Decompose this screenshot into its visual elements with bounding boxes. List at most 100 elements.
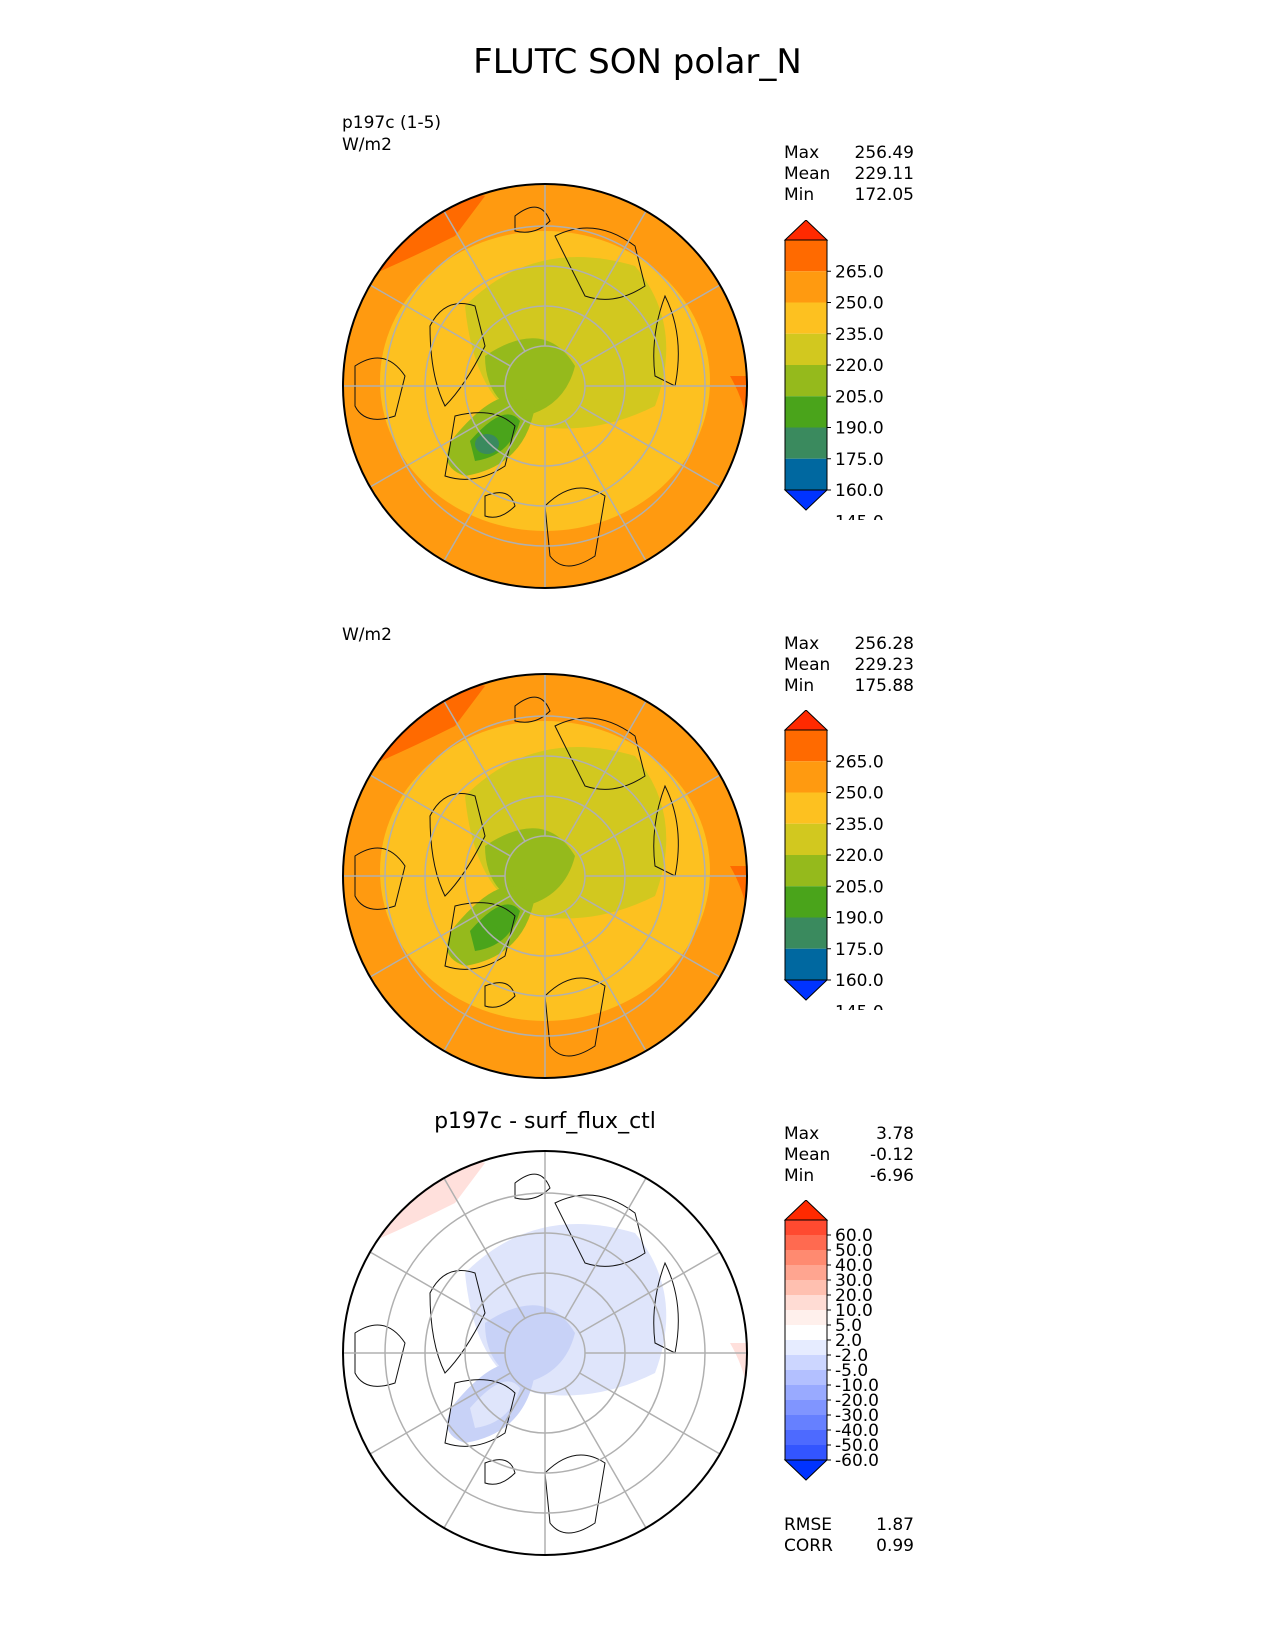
colorbar-extend-min: [783, 979, 829, 1001]
colorbar-tick-label: 10.0: [835, 1301, 873, 1321]
colorbar-tick-label: -50.0: [835, 1436, 879, 1456]
colorbar-tick-label: 30.0: [835, 1271, 873, 1291]
colorbar-segment: [785, 240, 827, 272]
coastline: [354, 357, 406, 420]
colorbar-segment: [785, 1415, 827, 1430]
meridian-line: [369, 895, 511, 978]
coastline: [444, 902, 516, 970]
colorbar-segment: [785, 823, 827, 855]
meridian-line: [443, 910, 526, 1052]
stat-label: Max: [784, 634, 820, 654]
meridian-line: [443, 1387, 526, 1529]
coastline: [429, 303, 486, 407]
colorbar-extend-min: [783, 1459, 829, 1481]
metric-label: CORR: [784, 1536, 833, 1556]
meridian-line: [443, 210, 526, 352]
colorbar-segment: [785, 302, 827, 334]
panel-2-colorbar: 265.0 250.0 235.0 220.0 205.0 190.0 175.0 160.0…: [783, 710, 884, 1010]
meridian-line: [579, 284, 721, 367]
panel-2-stats: Max 256.28 Mean 229.23 Min 175.88: [784, 634, 914, 697]
stat-value: 172.05: [854, 185, 914, 205]
coastline: [514, 206, 551, 233]
colorbar-segment: [785, 1385, 827, 1400]
meridian-line: [443, 700, 526, 842]
meridian-line: [443, 420, 526, 562]
stat-label: Min: [784, 1166, 815, 1186]
stat-value: 256.49: [854, 143, 914, 163]
field-deepest: [475, 1401, 499, 1421]
panel-1-stats: Max 256.49 Mean 229.11 Min 172.05: [784, 143, 914, 206]
map-boundary: [342, 1150, 748, 1556]
coastline: [544, 977, 606, 1057]
colorbar-tick-label: 60.0: [835, 1226, 873, 1246]
meridian-line: [564, 210, 647, 352]
colorbar-segment: [785, 1295, 827, 1310]
meridian-line: [579, 1372, 721, 1455]
colorbar-segment: [785, 1265, 827, 1280]
stat-label: Mean: [784, 1145, 831, 1165]
coastline: [514, 1173, 551, 1200]
colorbar-tick-label: 265.0: [835, 262, 884, 282]
colorbar-tick-label: 235.0: [835, 325, 884, 345]
stat-label: Mean: [784, 164, 831, 184]
stat-label: Min: [784, 185, 815, 205]
coastline: [514, 696, 551, 723]
field-layer: [343, 674, 747, 1078]
colorbar-extend-max: [783, 710, 829, 731]
colorbar-segment: [785, 761, 827, 793]
field-deepest: [475, 434, 499, 454]
colorbar-segment: [785, 855, 827, 887]
colorbar-tick-label: -40.0: [835, 1421, 879, 1441]
colorbar-segment: [785, 427, 827, 459]
colorbar-segment: [785, 458, 827, 490]
coastline: [484, 492, 516, 518]
meridian-line: [369, 774, 511, 857]
field-layer: [343, 184, 747, 588]
map-boundary: [342, 673, 748, 1079]
meridian-line: [369, 405, 511, 488]
colorbar-segment: [785, 730, 827, 762]
colorbar-tick-label: 235.0: [835, 815, 884, 835]
meridian-line: [564, 700, 647, 842]
coastline: [429, 793, 486, 897]
colorbar-tick-label: 2.0: [835, 1331, 862, 1351]
coastline: [554, 717, 646, 790]
colorbar-tick-label: -60.0: [835, 1451, 879, 1471]
colorbar-tick-label: 50.0: [835, 1241, 873, 1261]
colorbar-extend-max: [783, 1200, 829, 1221]
stat-label: Max: [784, 143, 820, 163]
colorbar-tick-label: 145.0: [835, 512, 884, 520]
coastline: [544, 1454, 606, 1534]
colorbar-segment: [785, 948, 827, 980]
colorbar-tick-label: 220.0: [835, 846, 884, 866]
meridian-line: [579, 1251, 721, 1334]
colorbar-segment: [785, 365, 827, 397]
colorbar-tick-label: 250.0: [835, 294, 884, 314]
meridian-line: [564, 1177, 647, 1319]
meridian-line: [369, 1251, 511, 1334]
colorbar-tick-label: 205.0: [835, 877, 884, 897]
meridian-line: [579, 405, 721, 488]
stat-value: -6.96: [870, 1166, 914, 1186]
map-boundary: [342, 183, 748, 589]
field-layer: [343, 1151, 747, 1555]
panel-1-units: W/m2: [342, 135, 392, 155]
meridian-line: [443, 1177, 526, 1319]
stat-label: Mean: [784, 655, 831, 675]
colorbar-tick-label: 5.0: [835, 1316, 862, 1336]
colorbar-tick-label: 20.0: [835, 1286, 873, 1306]
meridian-line: [579, 895, 721, 978]
coastline: [444, 1379, 516, 1447]
metrics: RMSE 1.87 CORR 0.99: [784, 1515, 914, 1557]
panel-1-colorbar: 265.0 250.0 235.0 220.0 205.0 190.0 175.0 160.0…: [783, 220, 884, 520]
panel-3-colorbar: 60.050.040.030.020.010.05.02.0-2.0-5.0-1…: [783, 1200, 879, 1481]
metric-value: 1.87: [876, 1515, 914, 1535]
coastline: [429, 1270, 486, 1374]
metric-value: 0.99: [876, 1536, 914, 1556]
colorbar-tick-label: 220.0: [835, 356, 884, 376]
panel-2-units: W/m2: [342, 625, 392, 645]
coastline: [554, 1194, 646, 1267]
colorbar-segment: [785, 1400, 827, 1415]
colorbar-tick-label: 190.0: [835, 419, 884, 439]
colorbar-tick-label: -10.0: [835, 1376, 879, 1396]
